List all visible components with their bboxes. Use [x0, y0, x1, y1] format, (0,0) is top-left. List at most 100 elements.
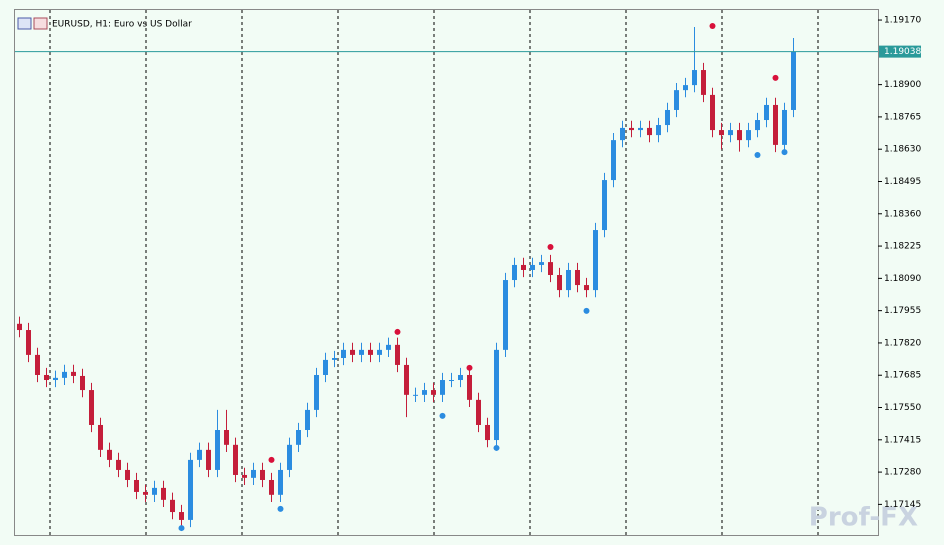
- candle-body: [323, 359, 328, 375]
- current-price-box: [879, 45, 921, 58]
- fractal-dot: [709, 23, 716, 30]
- fractal-dot: [178, 525, 185, 532]
- candle-body: [53, 377, 58, 381]
- candle-body: [278, 469, 283, 495]
- y-tick-label: 1.18900: [884, 80, 921, 90]
- candle-body: [449, 380, 454, 382]
- candle-body: [674, 90, 679, 110]
- candle-body: [197, 449, 202, 460]
- candle-body: [404, 364, 409, 395]
- candle-body: [125, 469, 130, 480]
- candle-body: [782, 109, 787, 145]
- y-tick-label: 1.17820: [884, 338, 921, 348]
- candle-body: [737, 130, 742, 141]
- candle-body: [251, 469, 256, 478]
- candle-body: [710, 94, 715, 131]
- candle-body: [107, 449, 112, 460]
- candle-body: [521, 264, 526, 270]
- candle-body: [431, 390, 436, 395]
- symbol-icon: [17, 17, 48, 30]
- candle-body: [512, 264, 517, 281]
- candle-body: [692, 70, 697, 86]
- candle-body: [566, 269, 571, 291]
- fractal-dot: [781, 149, 788, 156]
- fractal-dot: [394, 328, 401, 335]
- candle-body: [287, 444, 292, 470]
- icon-box: [33, 17, 48, 30]
- candle-body: [755, 120, 760, 131]
- candle-body: [683, 85, 688, 91]
- candle-body: [206, 449, 211, 470]
- watermark: Prof-FX: [809, 503, 918, 533]
- y-tick-label: 1.17145: [884, 500, 921, 510]
- candle-body: [35, 354, 40, 375]
- candle-body: [611, 140, 616, 181]
- candle-body: [746, 130, 751, 141]
- candle-body: [503, 280, 508, 350]
- candle-body: [440, 380, 445, 395]
- candle-body: [458, 374, 463, 381]
- candle-body: [386, 344, 391, 350]
- candle-body: [62, 371, 67, 378]
- y-tick-label: 1.17955: [884, 306, 921, 316]
- candle-body: [548, 262, 553, 276]
- fractal-dot: [772, 74, 779, 81]
- candle-body: [593, 230, 598, 291]
- candle-body: [584, 285, 589, 291]
- candle-body: [656, 125, 661, 136]
- fractal-dot: [439, 412, 446, 419]
- candle-body: [143, 491, 148, 495]
- candle-body: [305, 409, 310, 430]
- y-tick-label: 1.17685: [884, 371, 921, 381]
- candle-body: [269, 479, 274, 495]
- candle-body: [242, 474, 247, 478]
- candle-body: [602, 180, 607, 231]
- candle-body: [719, 130, 724, 136]
- candle-body: [89, 390, 94, 425]
- candle-body: [260, 469, 265, 480]
- candle-body: [314, 374, 319, 410]
- candle-body: [638, 127, 643, 131]
- fractal-dot: [583, 307, 590, 314]
- candle-body: [530, 264, 535, 270]
- candle-body: [215, 430, 220, 470]
- y-tick-label: 1.18360: [884, 209, 921, 219]
- chart-title: EURUSD, H1: Euro vs US Dollar: [52, 20, 192, 30]
- candle-body: [44, 374, 49, 381]
- candle-body: [224, 430, 229, 445]
- y-tick-label: 1.17550: [884, 403, 921, 413]
- candle-body: [422, 390, 427, 395]
- candle-body: [296, 430, 301, 445]
- fractal-dot: [268, 456, 275, 463]
- candle-body: [116, 459, 121, 470]
- y-tick-label: 1.18495: [884, 177, 921, 187]
- candle-body: [791, 51, 796, 110]
- candle-body: [575, 269, 580, 286]
- candle-body: [170, 499, 175, 513]
- candle-body: [629, 127, 634, 131]
- candle-body: [701, 70, 706, 95]
- fractal-dot: [277, 505, 284, 512]
- candle-body: [539, 262, 544, 265]
- candle-body: [665, 109, 670, 126]
- candle-body: [26, 330, 31, 355]
- candle-body: [152, 487, 157, 495]
- candle-body: [368, 349, 373, 355]
- fractal-dot: [466, 364, 473, 371]
- candle-body: [764, 104, 769, 121]
- candle-body: [557, 275, 562, 291]
- candle-body: [773, 104, 778, 145]
- candle-body: [467, 374, 472, 400]
- plot-frame: [14, 9, 879, 536]
- candle-body: [413, 394, 418, 396]
- candle-body: [350, 349, 355, 355]
- y-tick-label: 1.18090: [884, 274, 921, 284]
- candle-body: [80, 375, 85, 391]
- y-tick-label: 1.18765: [884, 112, 921, 122]
- candle-body: [359, 349, 364, 355]
- candle-body: [485, 424, 490, 441]
- candle-body: [494, 349, 499, 441]
- y-tick-label: 1.17280: [884, 468, 921, 478]
